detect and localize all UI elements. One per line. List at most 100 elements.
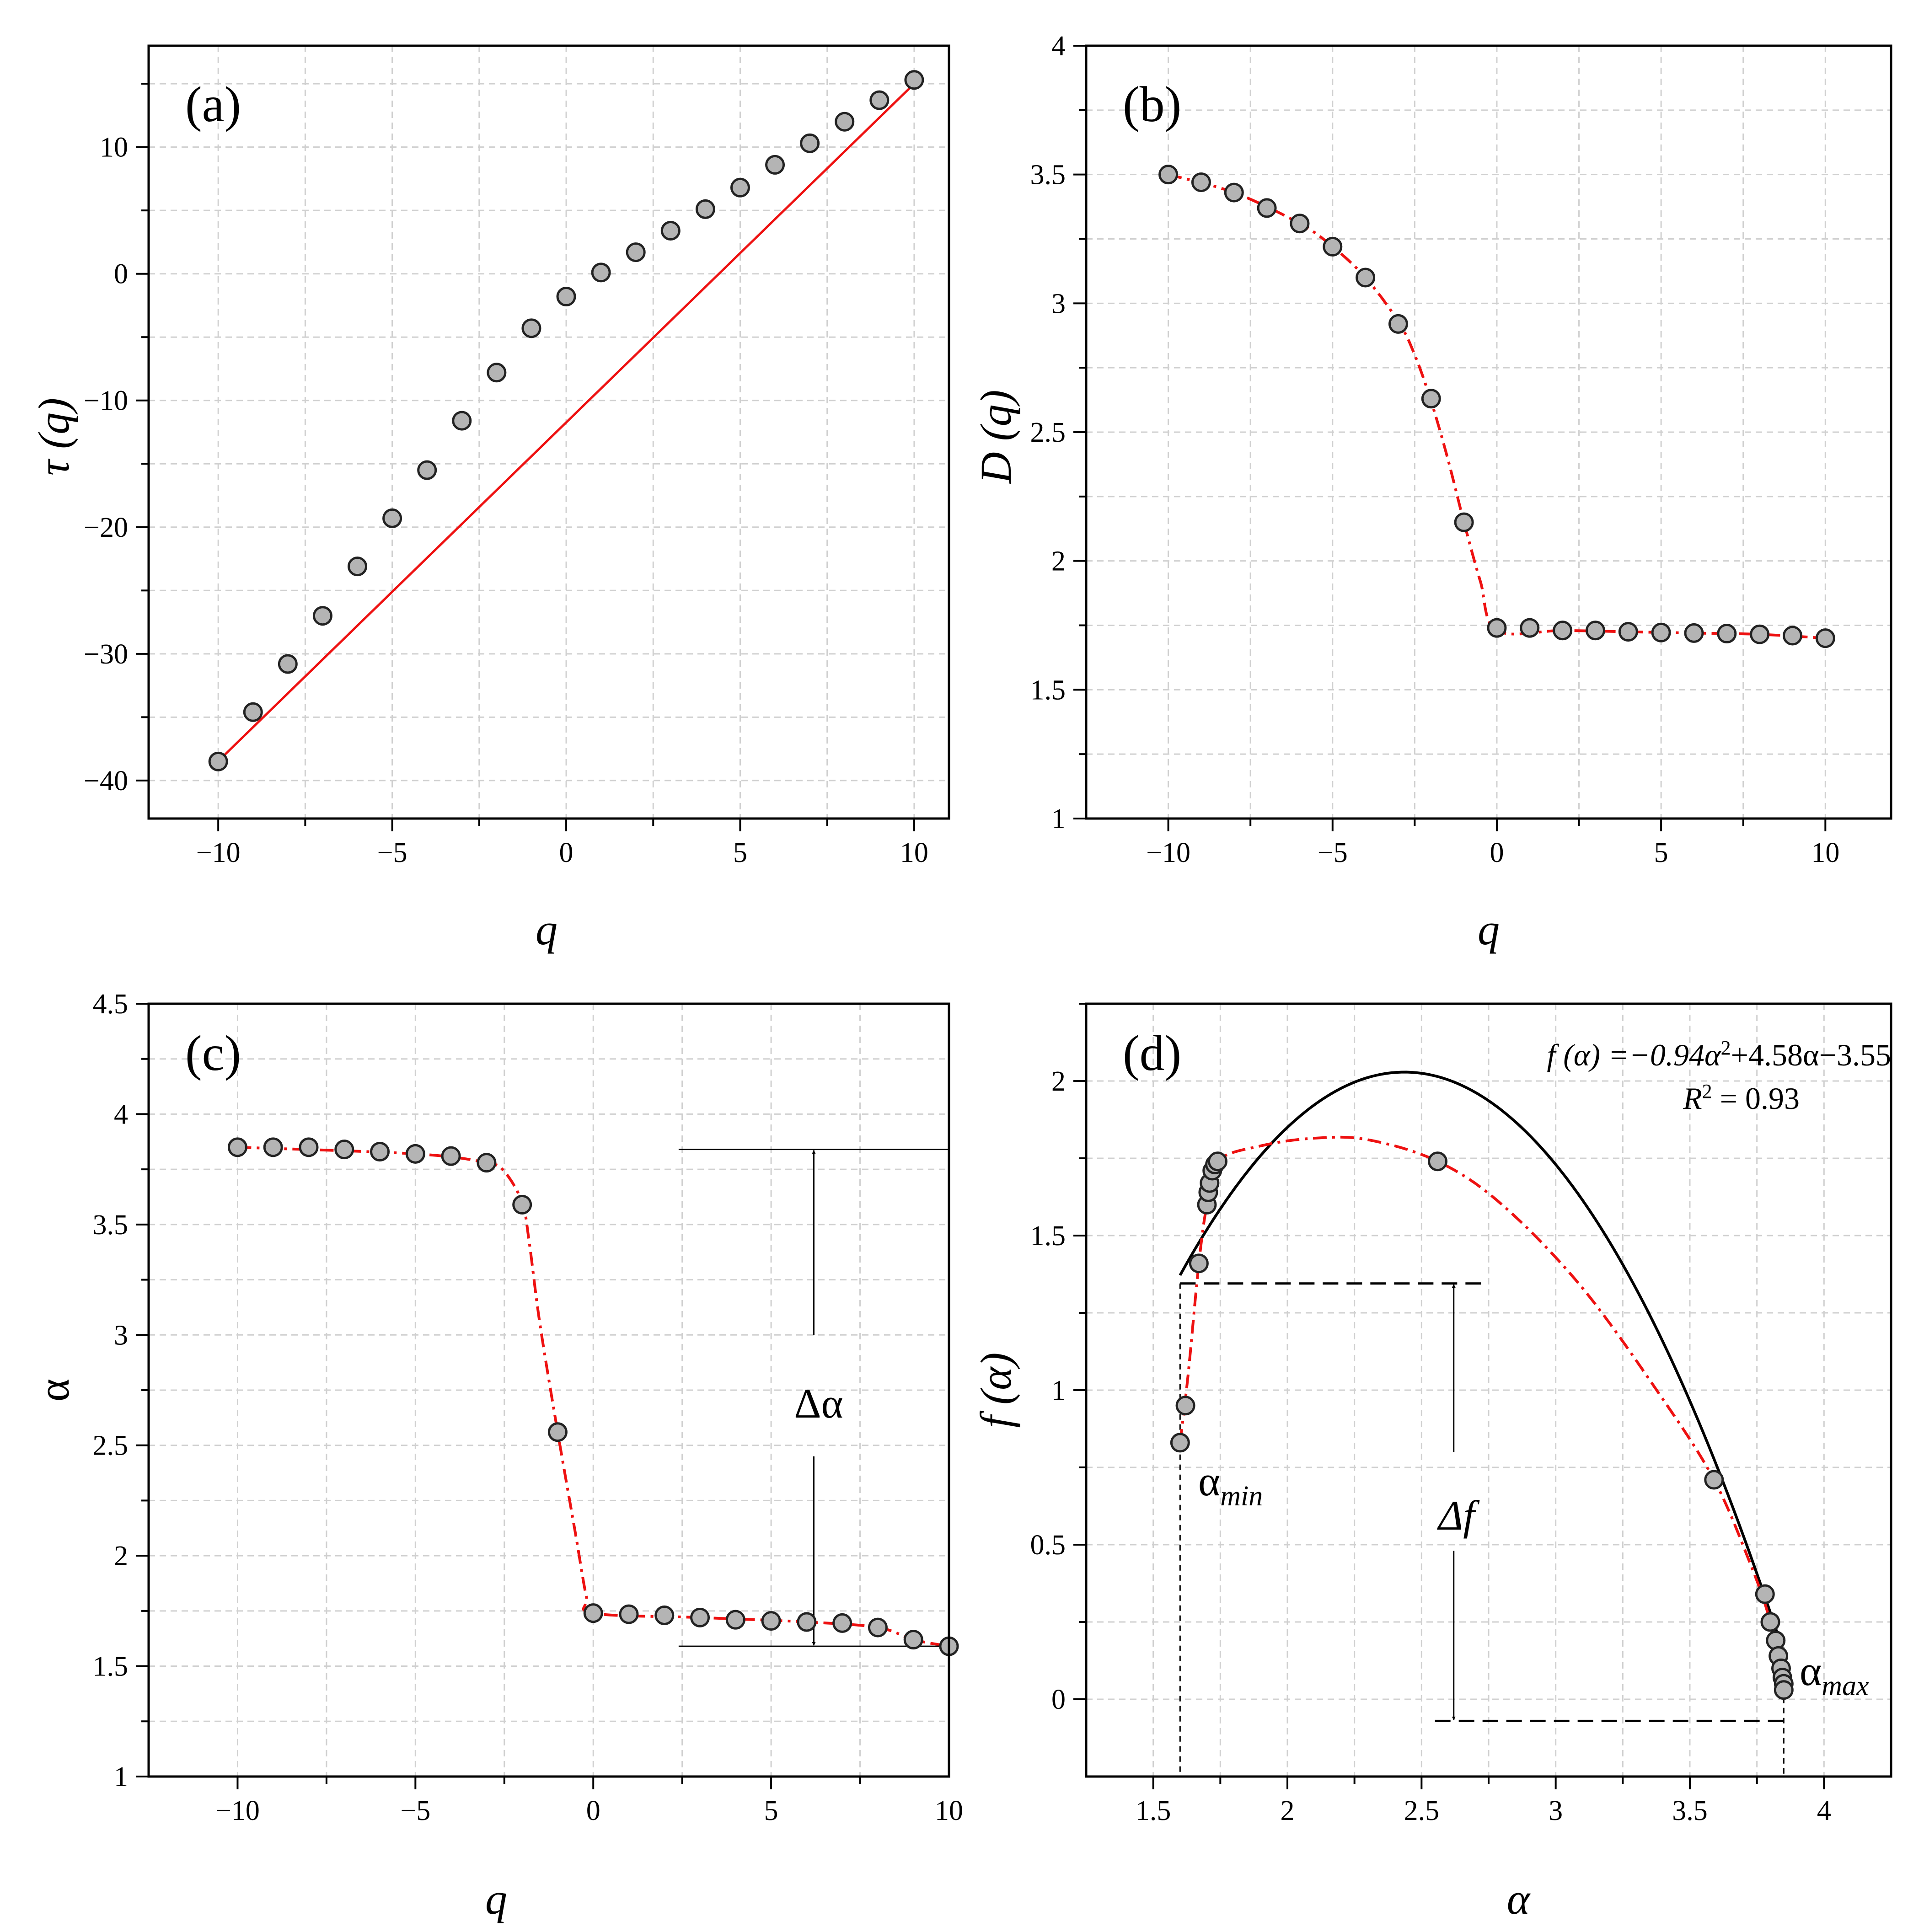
alpha-max-sub: max: [1822, 1670, 1869, 1702]
panel-c-ytick-label: 1: [114, 1761, 128, 1793]
panel-a-ylabel: τ (q): [29, 398, 78, 476]
delta-alpha-label: Δα: [794, 1380, 843, 1427]
panel-b-data-point: [1158, 165, 1179, 185]
panel-b-data-point: [1224, 182, 1244, 203]
panel-a-data-point: [417, 460, 437, 480]
r2-prefix: R: [1683, 1081, 1702, 1116]
panel-b-data-point: [1717, 624, 1737, 644]
r2-suffix: = 0.93: [1712, 1081, 1800, 1116]
panel-c-xtick-label: −5: [400, 1795, 430, 1826]
panel-c-frame: [147, 1002, 950, 1778]
panel-d-xlabel: α: [1507, 1874, 1531, 1923]
alpha-min-sub: min: [1220, 1481, 1263, 1512]
panel-b-data-point: [1290, 214, 1310, 234]
panel-a-xtick-label: 10: [900, 837, 928, 868]
panel-b: −10 −5 0 5 10 1 1.5 2 2.5 3 3.5 4 (b) q D (q): [971, 31, 1892, 954]
panel-d-label: (d): [1123, 1025, 1181, 1081]
panel-c-data-point: [690, 1607, 710, 1627]
panel-d-ticks: 1.5 2 2.5 3 3.5 4 0 0.5 1 1.5 2: [1030, 1003, 1831, 1826]
panel-d-xtick-label: 3.5: [1672, 1795, 1708, 1826]
panel-d-xtick-label: 2: [1281, 1795, 1295, 1826]
panel-a-xlabel: q: [536, 905, 557, 954]
panel-a-xtick-label: −10: [196, 837, 241, 868]
panel-b-ytick-label: 3.5: [1030, 160, 1066, 191]
panel-b-data-point: [1191, 172, 1211, 193]
panel-a-data-point: [835, 112, 855, 132]
panel-c-data-point: [832, 1613, 852, 1633]
panel-b-xlabel: q: [1478, 905, 1500, 954]
panel-c-data-point: [619, 1604, 639, 1624]
panel-d-points: [1170, 1151, 1794, 1700]
panel-a-xtick-label: 5: [733, 837, 747, 868]
panel-d-ytick-label: 0: [1051, 1684, 1066, 1715]
alpha-min-base: α: [1198, 1458, 1220, 1504]
panel-c-ylabel: α: [29, 1379, 78, 1402]
panel-c-xlabel: q: [485, 1874, 507, 1923]
panel-c-data-point: [583, 1603, 603, 1623]
panel-b-data-point: [1388, 314, 1408, 334]
panel-a-data-point: [312, 606, 332, 626]
panel-c-data-point: [227, 1137, 247, 1157]
panel-b-data-point: [1356, 268, 1376, 288]
panel-a-points: [208, 70, 924, 771]
panel-a-frame: [147, 44, 950, 820]
panel-a-xtick-label: 0: [559, 837, 573, 868]
panel-d-data-point: [1175, 1396, 1195, 1416]
eq-prefix: f (α) =−0.94α: [1547, 1038, 1721, 1072]
panel-b-data-point: [1684, 623, 1704, 643]
panel-a-grid: [149, 46, 949, 819]
panel-c-data-point: [512, 1194, 532, 1215]
panel-b-data-point: [1815, 628, 1835, 648]
panel-b-xtick-label: −10: [1146, 837, 1190, 868]
panel-a: −10 −5 0 5 10 −40 −30 −20 −10 0 10 (a) q τ (q): [29, 44, 950, 954]
panel-d-ytick-label: 1.5: [1030, 1220, 1066, 1252]
panel-c-xtick-label: 10: [935, 1795, 963, 1826]
panel-a-data-point: [487, 363, 507, 383]
panel-d-data-point: [1755, 1584, 1775, 1604]
panel-c-xtick-label: 0: [586, 1795, 600, 1826]
panel-d-quadratic-fit: [1179, 1070, 1785, 1654]
panel-a-data-point: [904, 70, 924, 90]
panel-d-guides: [1179, 1282, 1785, 1777]
panel-c-ytick-label: 3.5: [93, 1210, 129, 1241]
panel-b-data-point: [1782, 626, 1802, 646]
panel-b-ytick-label: 2.5: [1030, 417, 1066, 448]
panel-a-xtick-label: −5: [377, 837, 407, 868]
panel-c-grid: [149, 1004, 949, 1777]
panel-a-data-point: [521, 318, 541, 338]
panel-b-label: (b): [1123, 76, 1181, 132]
panel-d-data-point: [1704, 1470, 1724, 1490]
panel-b-data-point: [1454, 512, 1474, 532]
panel-c-data-point: [405, 1144, 425, 1164]
panel-c-data-point: [797, 1612, 817, 1632]
panel-a-data-point: [452, 411, 472, 431]
panel-c-data-point: [761, 1611, 781, 1631]
panel-d-curve: [1179, 1135, 1785, 1691]
panel-d-data-point: [1760, 1612, 1780, 1632]
panel-b-curve: [1168, 173, 1826, 640]
panel-c-data-point: [725, 1610, 745, 1630]
panel-d-xtick-label: 4: [1817, 1795, 1831, 1826]
panel-a-ticks: −10 −5 0 5 10 −40 −30 −20 −10 0 10: [84, 83, 928, 868]
panel-d-data-point: [1774, 1680, 1794, 1700]
panel-a-fit-line: [221, 83, 915, 759]
panel-b-xtick-label: 0: [1490, 837, 1504, 868]
panel-d-data-point: [1207, 1151, 1227, 1172]
panel-b-grid: [1086, 46, 1891, 819]
panel-a-data-point: [243, 702, 263, 722]
panel-c-ytick-label: 4: [114, 1099, 128, 1130]
panel-b-xtick-label: 5: [1654, 837, 1668, 868]
alpha-min-label: αmin: [1198, 1458, 1263, 1512]
panel-a-ytick-label: −40: [84, 765, 128, 797]
panel-d-data-point: [1189, 1253, 1209, 1274]
panel-c-ytick-label: 4.5: [93, 989, 129, 1020]
panel-b-data-point: [1520, 618, 1540, 638]
panel-a-data-point: [382, 508, 402, 528]
panel-c-xtick-label: −10: [215, 1795, 260, 1826]
panel-c-data-point: [263, 1137, 283, 1157]
panel-a-data-point: [208, 751, 228, 771]
fit-equation: f (α) =−0.94α2+4.58α−3.55: [1547, 1037, 1891, 1073]
alpha-max-label: αmax: [1800, 1648, 1869, 1702]
